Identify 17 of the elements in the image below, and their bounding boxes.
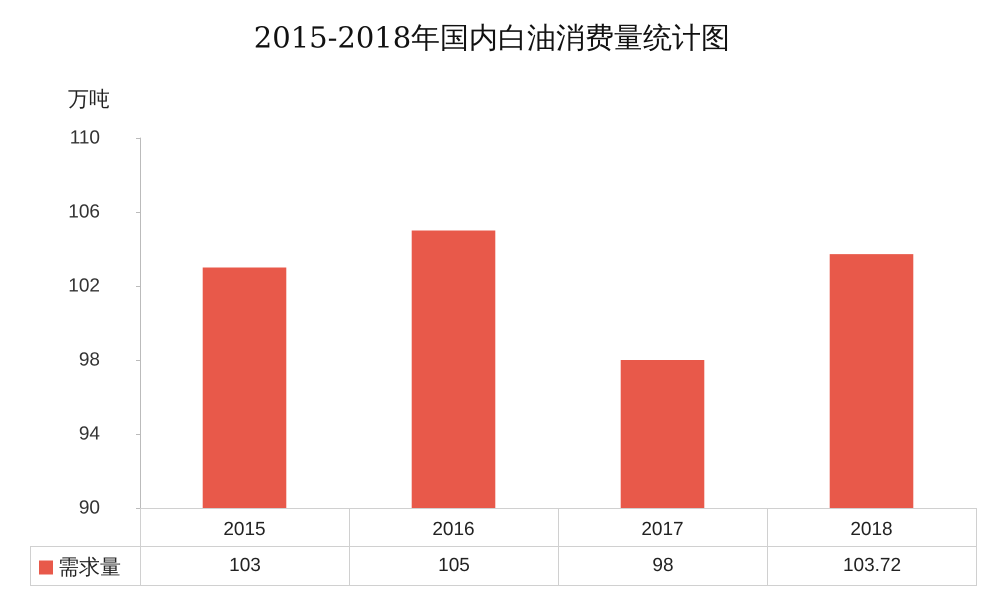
chart-title: 2015-2018年国内白油消费量统计图 <box>254 20 730 54</box>
data-label: 103 <box>140 546 350 586</box>
x-tick-label: 2018 <box>850 519 893 540</box>
legend-label: 需求量 <box>58 556 121 579</box>
x-tick-label: 2016 <box>432 519 475 540</box>
x-tick-label: 2015 <box>223 519 266 540</box>
y-tick-label: 106 <box>68 202 100 222</box>
y-axis-title: 万吨 <box>68 88 110 111</box>
y-tick-label: 98 <box>78 350 100 370</box>
data-label: 105 <box>349 546 559 586</box>
y-tick-label: 110 <box>70 128 100 148</box>
data-label: 103.72 <box>767 546 977 586</box>
y-tick-label: 90 <box>78 498 100 518</box>
x-tick-label: 2017 <box>641 519 684 540</box>
y-tick-label: 102 <box>68 276 100 296</box>
data-label: 98 <box>558 546 768 586</box>
y-tick-label: 94 <box>78 424 100 444</box>
